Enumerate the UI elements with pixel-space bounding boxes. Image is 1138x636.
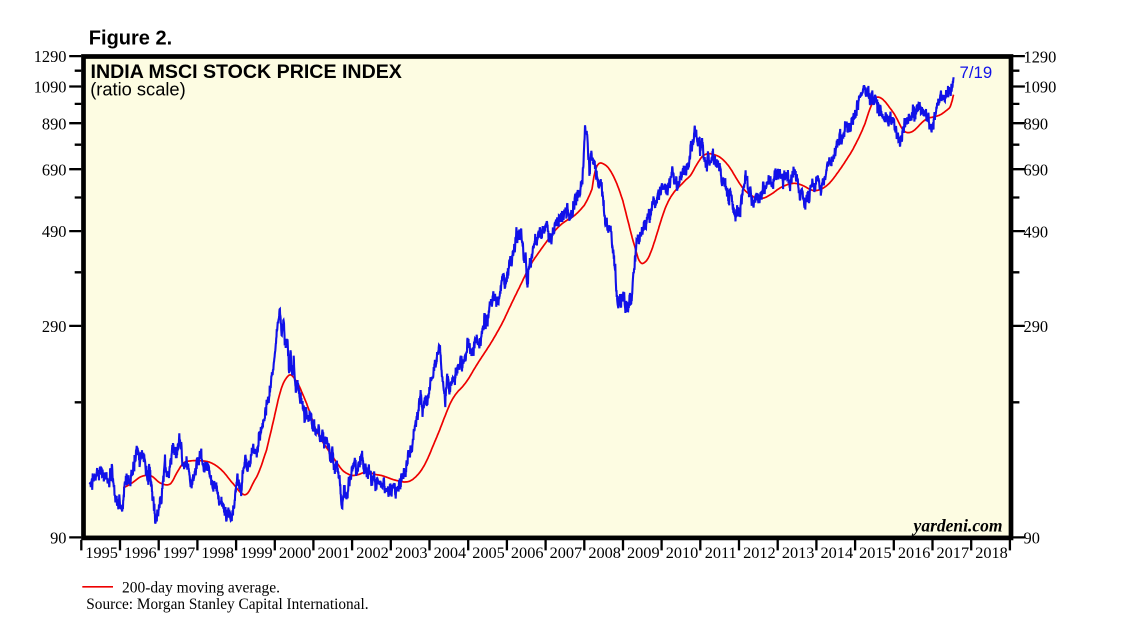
svg-text:90: 90 [50, 529, 66, 548]
svg-text:1999: 1999 [240, 543, 273, 562]
svg-text:Figure 2.: Figure 2. [89, 27, 172, 49]
svg-text:2017: 2017 [937, 543, 970, 562]
svg-text:1290: 1290 [1024, 47, 1057, 66]
svg-text:2014: 2014 [821, 543, 854, 562]
svg-text:490: 490 [42, 222, 67, 241]
svg-text:2003: 2003 [395, 543, 428, 562]
svg-text:2001: 2001 [318, 543, 351, 562]
svg-text:2008: 2008 [588, 543, 621, 562]
svg-text:290: 290 [42, 317, 67, 336]
svg-text:2002: 2002 [356, 543, 389, 562]
svg-text:1090: 1090 [34, 78, 67, 97]
svg-text:1090: 1090 [1024, 78, 1057, 97]
svg-text:Source: Morgan Stanley Capital: Source: Morgan Stanley Capital Internati… [86, 596, 368, 613]
svg-text:INDIA MSCI STOCK PRICE INDEX: INDIA MSCI STOCK PRICE INDEX [91, 61, 402, 83]
svg-text:1290: 1290 [34, 47, 67, 66]
svg-text:1998: 1998 [201, 543, 234, 562]
svg-text:2015: 2015 [859, 543, 892, 562]
svg-text:2010: 2010 [666, 543, 699, 562]
svg-text:2000: 2000 [279, 543, 312, 562]
svg-text:2009: 2009 [627, 543, 660, 562]
svg-text:2018: 2018 [975, 543, 1008, 562]
svg-text:290: 290 [1024, 317, 1049, 336]
svg-text:890: 890 [1024, 114, 1049, 133]
svg-text:2004: 2004 [434, 543, 467, 562]
svg-text:2016: 2016 [898, 543, 931, 562]
svg-text:7/19: 7/19 [960, 63, 993, 82]
svg-text:690: 690 [1024, 160, 1049, 179]
svg-text:690: 690 [42, 160, 67, 179]
svg-text:200-day moving average.: 200-day moving average. [122, 580, 280, 597]
svg-text:490: 490 [1024, 222, 1049, 241]
svg-text:90: 90 [1024, 529, 1040, 548]
svg-text:1995: 1995 [85, 543, 118, 562]
svg-text:2007: 2007 [550, 543, 583, 562]
svg-text:yardeni.com: yardeni.com [912, 516, 1003, 536]
svg-text:2013: 2013 [782, 543, 815, 562]
svg-text:(ratio scale): (ratio scale) [90, 79, 186, 100]
svg-text:2005: 2005 [472, 543, 505, 562]
svg-text:1997: 1997 [163, 543, 196, 562]
svg-text:2011: 2011 [705, 543, 737, 562]
svg-text:890: 890 [42, 114, 67, 133]
svg-text:2012: 2012 [743, 543, 776, 562]
svg-text:2006: 2006 [511, 543, 544, 562]
svg-text:1996: 1996 [124, 543, 157, 562]
